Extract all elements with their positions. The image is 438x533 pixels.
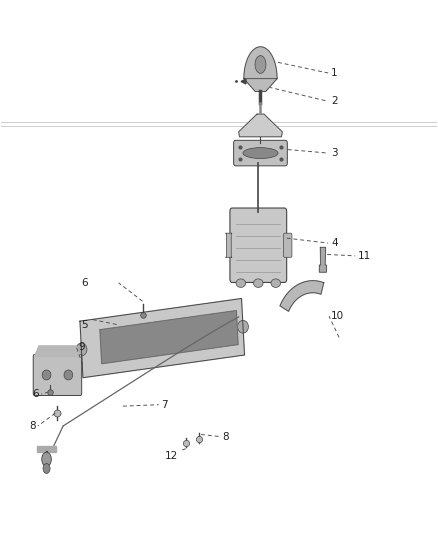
Text: 7: 7 <box>161 400 168 410</box>
Ellipse shape <box>43 464 50 473</box>
Polygon shape <box>239 114 283 137</box>
Ellipse shape <box>271 279 281 287</box>
Polygon shape <box>80 298 244 378</box>
FancyBboxPatch shape <box>226 233 232 257</box>
Ellipse shape <box>243 148 278 158</box>
Text: 8: 8 <box>222 432 229 442</box>
Ellipse shape <box>76 343 87 356</box>
Text: 8: 8 <box>29 421 35 431</box>
Polygon shape <box>100 311 238 364</box>
Polygon shape <box>37 446 56 451</box>
Polygon shape <box>319 247 326 272</box>
Ellipse shape <box>64 370 73 380</box>
Text: 10: 10 <box>331 311 344 321</box>
Text: 1: 1 <box>331 68 338 78</box>
Text: 5: 5 <box>81 320 88 329</box>
FancyBboxPatch shape <box>233 140 287 166</box>
Text: 3: 3 <box>331 148 338 158</box>
Ellipse shape <box>42 370 51 380</box>
Ellipse shape <box>254 279 263 287</box>
Text: 6: 6 <box>81 278 88 288</box>
Ellipse shape <box>236 279 246 287</box>
Text: 9: 9 <box>78 342 85 352</box>
Text: 2: 2 <box>331 96 338 107</box>
Text: 11: 11 <box>358 251 371 261</box>
Polygon shape <box>35 346 81 357</box>
Text: 6: 6 <box>32 389 39 399</box>
Ellipse shape <box>42 452 51 466</box>
Text: 12: 12 <box>164 451 177 461</box>
FancyBboxPatch shape <box>284 233 292 257</box>
FancyBboxPatch shape <box>33 354 81 395</box>
Polygon shape <box>244 47 277 92</box>
FancyBboxPatch shape <box>230 208 287 282</box>
Ellipse shape <box>255 55 266 74</box>
Text: 4: 4 <box>331 238 338 248</box>
Polygon shape <box>280 281 324 311</box>
Ellipse shape <box>237 320 248 333</box>
